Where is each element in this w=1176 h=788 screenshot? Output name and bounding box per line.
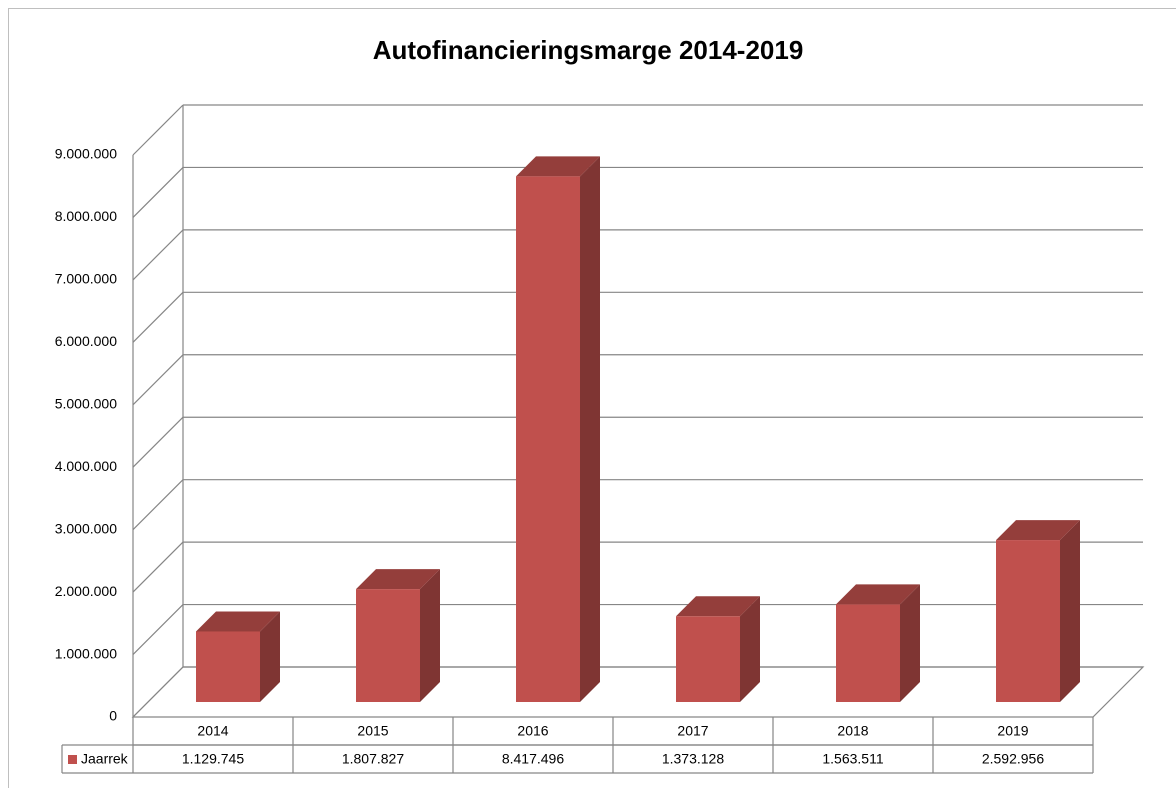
bar-top bbox=[356, 569, 440, 590]
bar-side bbox=[260, 611, 280, 702]
x-tick-label: 2016 bbox=[517, 723, 548, 739]
y-tick-label: 0 bbox=[109, 708, 117, 724]
grid-line bbox=[132, 354, 184, 406]
y-tick-label: 5.000.000 bbox=[55, 395, 117, 411]
x-tick-label: 2015 bbox=[357, 723, 388, 739]
y-tick-label: 8.000.000 bbox=[55, 208, 117, 224]
y-tick-label: 4.000.000 bbox=[55, 458, 117, 474]
y-tick-label: 3.000.000 bbox=[55, 520, 117, 536]
grid-line bbox=[132, 167, 184, 218]
table-value: 8.417.496 bbox=[502, 751, 564, 767]
grid-line bbox=[132, 416, 184, 468]
x-tick-label: 2018 bbox=[837, 723, 868, 739]
bar-top bbox=[996, 520, 1080, 541]
bar-side bbox=[580, 156, 600, 702]
grid-line bbox=[132, 291, 184, 343]
bar bbox=[836, 604, 900, 702]
y-tick-label: 1.000.000 bbox=[55, 645, 117, 661]
bar-top bbox=[516, 156, 600, 177]
bar-side bbox=[1060, 520, 1080, 702]
y-tick-label: 6.000.000 bbox=[55, 333, 117, 349]
bar bbox=[356, 589, 420, 702]
bar bbox=[196, 631, 260, 702]
y-tick-label: 9.000.000 bbox=[55, 146, 117, 162]
table-value: 1.373.128 bbox=[662, 751, 724, 767]
y-tick-label: 7.000.000 bbox=[55, 271, 117, 287]
table-value: 1.807.827 bbox=[342, 751, 404, 767]
bar bbox=[516, 176, 580, 702]
grid-line bbox=[132, 666, 184, 718]
grid-line bbox=[132, 229, 184, 281]
table-value: 1.563.511 bbox=[822, 751, 883, 767]
x-tick-label: 2014 bbox=[197, 723, 228, 739]
grid-line bbox=[132, 604, 184, 655]
bar bbox=[676, 616, 740, 702]
chart-title: Autofinancieringsmarge 2014-2019 bbox=[373, 35, 804, 65]
bar-top bbox=[196, 611, 280, 632]
bar-side bbox=[420, 569, 440, 702]
grid-line bbox=[132, 104, 184, 156]
grid-line bbox=[132, 541, 184, 593]
x-tick-label: 2017 bbox=[677, 723, 708, 739]
legend-label: Jaarrek bbox=[81, 751, 129, 767]
grid-line bbox=[132, 479, 184, 531]
bar-top bbox=[676, 596, 760, 617]
x-tick-label: 2019 bbox=[997, 723, 1028, 739]
bar bbox=[996, 540, 1060, 702]
bar-side bbox=[900, 584, 920, 702]
y-tick-label: 2.000.000 bbox=[55, 583, 117, 599]
table-value: 1.129.745 bbox=[182, 751, 244, 767]
legend-key bbox=[68, 755, 77, 764]
bar-top bbox=[836, 584, 920, 605]
bar-side bbox=[740, 596, 760, 702]
table-value: 2.592.956 bbox=[982, 751, 1044, 767]
